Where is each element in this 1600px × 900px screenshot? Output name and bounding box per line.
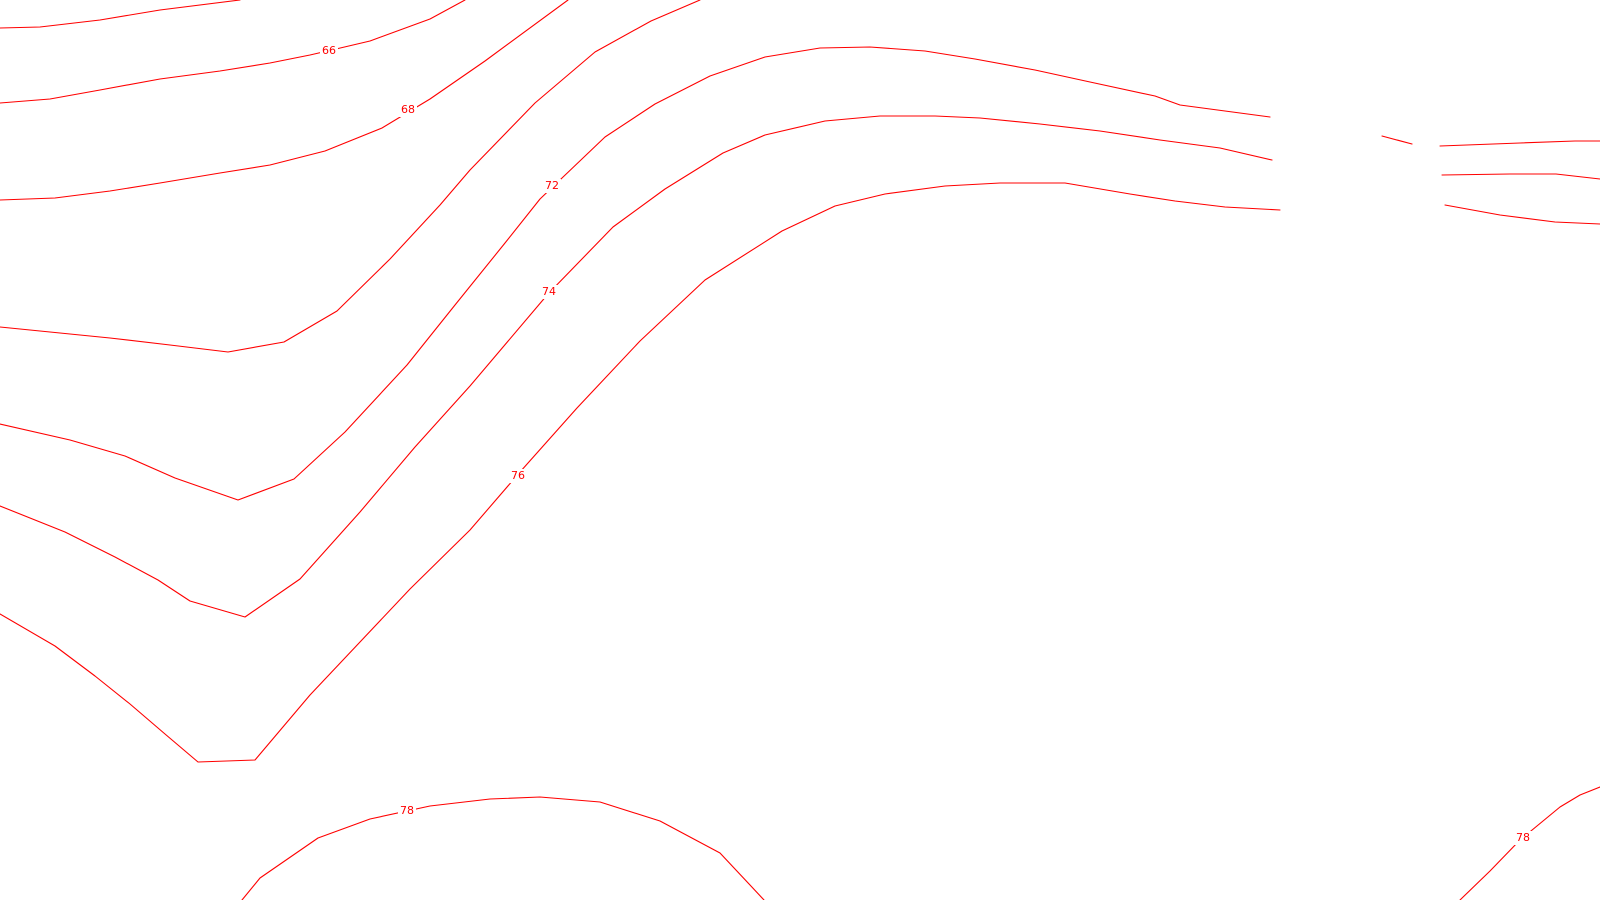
contour-line	[241, 796, 765, 900]
contour-label: 68	[401, 103, 415, 116]
contour-line	[0, 0, 569, 201]
contour-labels: 66 68 72 74 76 78 78	[320, 44, 1532, 845]
contour-line	[0, 0, 466, 104]
contour-line	[1459, 786, 1600, 900]
contour-line	[1381, 135, 1413, 145]
contour-label-background	[543, 179, 561, 193]
contour-label: 76	[511, 469, 525, 482]
contour-label: 78	[400, 804, 414, 817]
contour-line	[0, 0, 701, 353]
contour-line	[0, 115, 1273, 618]
contour-label-background	[1514, 831, 1532, 845]
contour-line	[0, 46, 1271, 501]
contour-label-background	[509, 469, 527, 483]
contour-line	[0, 0, 241, 29]
contour-line	[1441, 173, 1600, 180]
contour-label-background	[398, 804, 416, 818]
contour-label-background	[540, 285, 558, 299]
contour-label-background	[320, 44, 338, 58]
contour-label-background	[399, 103, 417, 117]
contour-line	[0, 182, 1281, 763]
contour-label: 72	[545, 179, 559, 192]
contour-label: 78	[1516, 831, 1530, 844]
contour-label: 66	[322, 44, 336, 57]
contour-line	[1439, 140, 1600, 147]
contour-label: 74	[542, 285, 556, 298]
contour-line	[1444, 204, 1600, 225]
